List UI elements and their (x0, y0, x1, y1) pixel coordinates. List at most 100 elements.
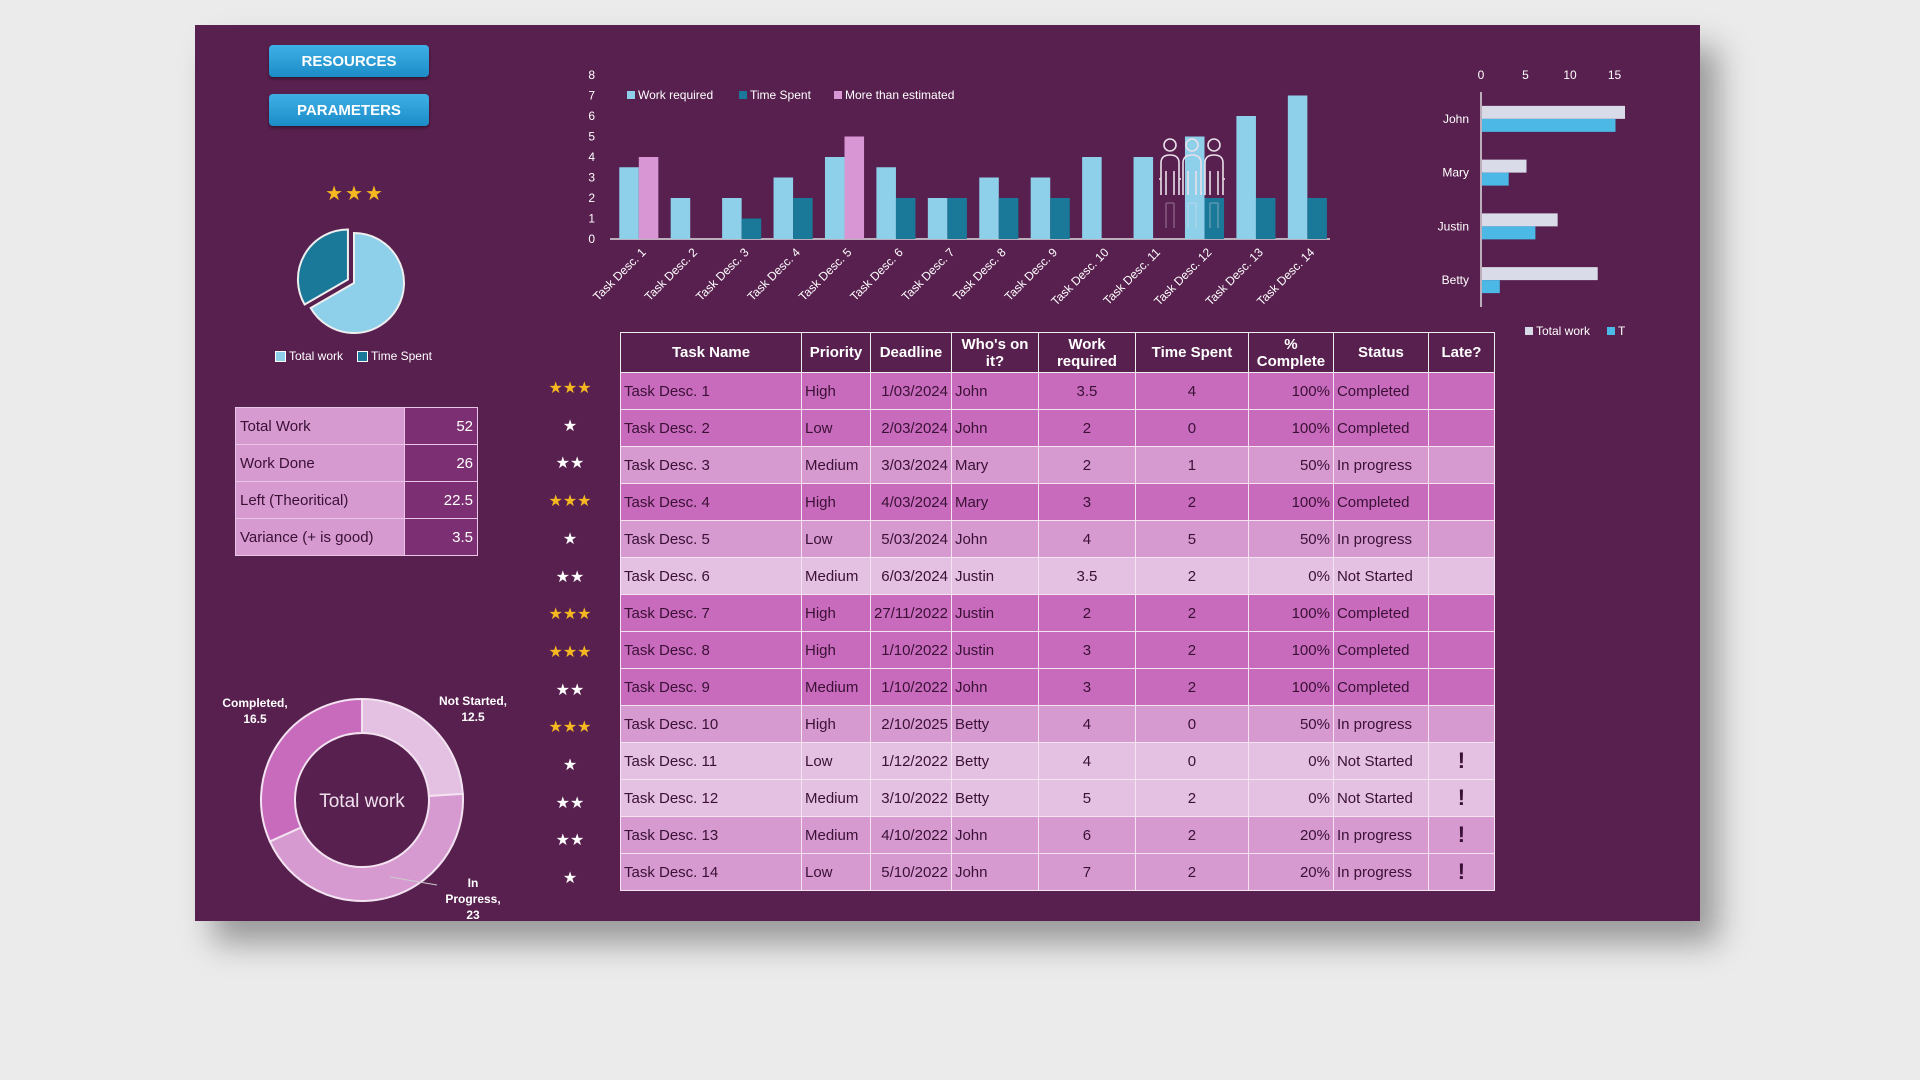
bar-total-work (1482, 105, 1625, 119)
deadline-cell: 27/11/2022 (870, 594, 952, 632)
y-tick-label: 5 (588, 130, 595, 144)
task-table: Task Name Priority Deadline Who's on it? Wor… (620, 332, 1495, 891)
priority-cell: Medium (801, 557, 871, 595)
deadline-cell: 3/10/2022 (870, 779, 952, 817)
column-header-time-spent[interactable]: Time Spent (1134, 332, 1249, 373)
legend-time-spent: Time Spent (357, 349, 432, 363)
table-row[interactable]: Task Desc. 1 High 1/03/2024 John 3.5 4 100% Com… (620, 372, 1495, 410)
assignee-cell: John (950, 409, 1039, 447)
task-name-cell: Task Desc. 7 (620, 594, 802, 632)
table-row[interactable]: Task Desc. 4 High 4/03/2024 Mary 3 2 100% Compl… (620, 483, 1495, 521)
x-tick-label: Task Desc. 3 (693, 245, 752, 304)
late-flag-cell (1427, 594, 1495, 632)
y-tick-label: 7 (588, 89, 595, 103)
y-tick-label: 6 (588, 109, 595, 123)
column-header-task-name[interactable]: Task Name (620, 332, 802, 373)
late-flag-cell (1427, 520, 1495, 558)
bar-time-spent (1482, 280, 1500, 294)
bar-more-than-estimated (638, 157, 659, 239)
donut-data-label: 16.5 (243, 712, 267, 726)
donut-segment-in-progress (268, 792, 464, 902)
table-row[interactable]: Task Desc. 3 Medium 3/03/2024 Mary 2 1 50% In p… (620, 446, 1495, 484)
task-name-cell: Task Desc. 10 (620, 705, 802, 743)
column-header-deadline[interactable]: Deadline (870, 332, 952, 373)
y-tick-label: John (1443, 112, 1469, 126)
table-row[interactable]: Task Desc. 8 High 1/10/2022 Justin 3 2 100% Com… (620, 631, 1495, 669)
resources-button[interactable]: RESOURCES (269, 45, 429, 77)
percent-complete-cell: 50% (1247, 446, 1334, 484)
x-tick-label: Task Desc. 2 (642, 245, 701, 304)
task-name-cell: Task Desc. 9 (620, 668, 802, 706)
work-required-cell: 4 (1037, 705, 1136, 743)
priority-stars: ★★ (555, 832, 585, 850)
deadline-cell: 1/12/2022 (870, 742, 952, 780)
bar-work-required (979, 177, 999, 239)
percent-complete-cell: 100% (1247, 409, 1334, 447)
column-header-priority[interactable]: Priority (801, 332, 871, 373)
status-cell: Not Started (1332, 742, 1429, 780)
column-header-status[interactable]: Status (1332, 332, 1429, 373)
task-name-cell: Task Desc. 2 (620, 409, 802, 447)
donut-data-label: 12.5 (461, 710, 485, 724)
column-header-work-required[interactable]: Work required (1037, 332, 1136, 373)
task-name-cell: Task Desc. 4 (620, 483, 802, 521)
work-required-cell: 7 (1037, 853, 1136, 891)
y-tick-label: 8 (588, 68, 595, 82)
y-tick-label: Mary (1442, 166, 1469, 180)
deadline-cell: 5/03/2024 (870, 520, 952, 558)
assignee-cell: John (950, 520, 1039, 558)
bar-total-work (1482, 159, 1527, 173)
parameters-button[interactable]: PARAMETERS (269, 94, 429, 126)
priority-stars: ★★ (555, 681, 585, 699)
priority-stars: ★ (562, 757, 578, 774)
table-row[interactable]: Task Desc. 9 Medium 1/10/2022 John 3 2 100% Com… (620, 668, 1495, 706)
task-name-cell: Task Desc. 12 (620, 779, 802, 817)
assignee-cell: John (950, 372, 1039, 410)
status-cell: In progress (1332, 446, 1429, 484)
bar-total-work (1482, 267, 1598, 281)
status-cell: Completed (1332, 372, 1429, 410)
work-required-cell: 3.5 (1037, 557, 1136, 595)
column-header-assignee[interactable]: Who's on it? (950, 332, 1039, 373)
table-row[interactable]: Task Desc. 11 Low 1/12/2022 Betty 4 0 0% Not St… (620, 742, 1495, 780)
table-row[interactable]: Task Desc. 2 Low 2/03/2024 John 2 0 100% Comple… (620, 409, 1495, 447)
table-row[interactable]: Task Desc. 13 Medium 4/10/2022 John 6 2 20% In … (620, 816, 1495, 854)
pie-slice-total-work (309, 231, 405, 334)
assignee-cell: Mary (950, 483, 1039, 521)
bar-time-spent (741, 218, 762, 239)
column-header-late-flag[interactable]: Late? (1427, 332, 1495, 373)
overall-rating-stars: ★★★ (325, 183, 385, 205)
column-header-percent-complete[interactable]: % Complete (1247, 332, 1334, 373)
legend-label: More than estimated (845, 88, 954, 102)
table-row[interactable]: Task Desc. 14 Low 5/10/2022 John 7 2 20% In pro… (620, 853, 1495, 891)
priority-stars: ★★ (555, 568, 585, 586)
priority-cell: Medium (801, 816, 871, 854)
time-spent-cell: 0 (1134, 742, 1249, 780)
time-spent-cell: 2 (1134, 779, 1249, 817)
time-spent-cell: 2 (1134, 594, 1249, 632)
percent-complete-cell: 20% (1247, 816, 1334, 854)
status-cell: In progress (1332, 705, 1429, 743)
priority-cell: High (801, 705, 871, 743)
priority-cell: Medium (801, 446, 871, 484)
status-cell: Completed (1332, 483, 1429, 521)
deadline-cell: 6/03/2024 (870, 557, 952, 595)
bar-total-work (1482, 213, 1558, 227)
table-row[interactable]: Task Desc. 10 High 2/10/2025 Betty 4 0 50% In p… (620, 705, 1495, 743)
late-flag-cell: ! (1427, 853, 1495, 891)
table-row[interactable]: Task Desc. 6 Medium 6/03/2024 Justin 3.5 2 0% N… (620, 557, 1495, 595)
stat-label: Work Done (235, 444, 405, 482)
bar-work-required (1133, 157, 1154, 239)
bar-time-spent (998, 198, 1019, 239)
table-row[interactable]: Task Desc. 7 High 27/11/2022 Justin 2 2 100% Co… (620, 594, 1495, 632)
table-row[interactable]: Task Desc. 12 Medium 3/10/2022 Betty 5 2 0% Not… (620, 779, 1495, 817)
bar-work-required (1082, 157, 1102, 239)
donut-segment-completed (260, 697, 363, 843)
table-row[interactable]: Task Desc. 5 Low 5/03/2024 John 4 5 50% In prog… (620, 520, 1495, 558)
legend-swatch (834, 91, 842, 99)
work-required-cell: 4 (1037, 520, 1136, 558)
pie-slice-time-spent (297, 228, 349, 306)
bar-work-required (1184, 136, 1205, 239)
bar-work-required (876, 167, 896, 239)
